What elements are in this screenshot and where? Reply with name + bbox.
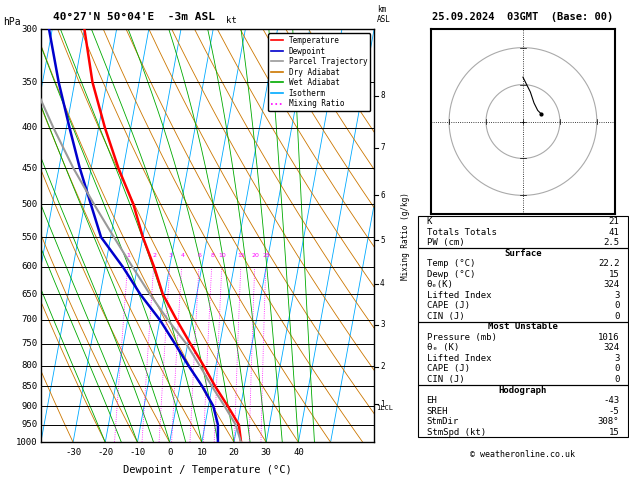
Text: 2.5: 2.5: [603, 238, 620, 247]
Text: 450: 450: [21, 164, 38, 173]
Text: 22.2: 22.2: [598, 259, 620, 268]
Text: CAPE (J): CAPE (J): [426, 301, 469, 310]
Text: Dewpoint / Temperature (°C): Dewpoint / Temperature (°C): [123, 465, 292, 475]
Text: CAPE (J): CAPE (J): [426, 364, 469, 373]
Text: -30: -30: [65, 449, 81, 457]
Text: StmSpd (kt): StmSpd (kt): [426, 428, 486, 436]
Text: 950: 950: [21, 420, 38, 429]
Text: Temp (°C): Temp (°C): [426, 259, 475, 268]
Text: θₑ(K): θₑ(K): [426, 280, 454, 289]
Text: 8: 8: [380, 91, 385, 100]
Text: PW (cm): PW (cm): [426, 238, 464, 247]
Text: 41: 41: [609, 227, 620, 237]
Text: 6: 6: [198, 253, 201, 258]
Text: 6: 6: [380, 191, 385, 200]
Text: Pressure (mb): Pressure (mb): [426, 333, 496, 342]
Text: 30: 30: [261, 449, 272, 457]
Text: 600: 600: [21, 262, 38, 272]
Text: 500: 500: [21, 200, 38, 209]
Text: 3: 3: [169, 253, 172, 258]
Text: Dewp (°C): Dewp (°C): [426, 270, 475, 278]
Text: 20: 20: [251, 253, 259, 258]
Text: 15: 15: [609, 270, 620, 278]
Bar: [418, 385, 628, 437]
Text: 400: 400: [21, 123, 38, 132]
Text: 308°: 308°: [598, 417, 620, 426]
Text: 40°27'N 50°04'E  -3m ASL: 40°27'N 50°04'E -3m ASL: [53, 12, 216, 22]
Text: 800: 800: [21, 361, 38, 370]
Text: 7: 7: [380, 143, 385, 152]
Text: Most Unstable: Most Unstable: [488, 322, 558, 331]
Text: 4: 4: [181, 253, 184, 258]
Text: 300: 300: [21, 25, 38, 34]
Text: 900: 900: [21, 401, 38, 411]
Text: 20: 20: [228, 449, 240, 457]
Text: 1: 1: [380, 399, 385, 409]
Text: 8: 8: [210, 253, 214, 258]
Text: Totals Totals: Totals Totals: [426, 227, 496, 237]
Bar: [418, 248, 628, 322]
Text: 25: 25: [262, 253, 270, 258]
Text: 10: 10: [218, 253, 226, 258]
Text: CIN (J): CIN (J): [426, 375, 464, 384]
Text: 1: 1: [126, 253, 130, 258]
Text: 21: 21: [609, 217, 620, 226]
Text: 3: 3: [614, 291, 620, 300]
Bar: [418, 322, 628, 385]
Text: 550: 550: [21, 233, 38, 242]
Text: 10: 10: [196, 449, 207, 457]
Text: 324: 324: [603, 280, 620, 289]
Text: SREH: SREH: [426, 407, 448, 416]
Text: km
ASL: km ASL: [377, 5, 391, 24]
Text: -5: -5: [609, 407, 620, 416]
Text: 5: 5: [380, 236, 385, 245]
Text: 25.09.2024  03GMT  (Base: 00): 25.09.2024 03GMT (Base: 00): [432, 12, 613, 22]
Text: 324: 324: [603, 344, 620, 352]
Text: -43: -43: [603, 396, 620, 405]
Text: 2: 2: [152, 253, 157, 258]
Text: 1LCL: 1LCL: [376, 405, 392, 411]
Text: StmDir: StmDir: [426, 417, 459, 426]
Bar: [418, 216, 628, 248]
Text: 0: 0: [614, 312, 620, 321]
Text: 0: 0: [614, 301, 620, 310]
Text: 850: 850: [21, 382, 38, 391]
Text: 3: 3: [614, 354, 620, 363]
Text: K: K: [426, 217, 432, 226]
Text: Surface: Surface: [504, 249, 542, 258]
Text: 15: 15: [237, 253, 245, 258]
Text: kt: kt: [226, 17, 237, 25]
Text: Mixing Ratio (g/kg): Mixing Ratio (g/kg): [401, 192, 410, 279]
Text: 0: 0: [167, 449, 172, 457]
Text: 0: 0: [614, 364, 620, 373]
Text: 2: 2: [380, 362, 385, 371]
Text: 4: 4: [380, 279, 385, 288]
Text: 650: 650: [21, 290, 38, 299]
Text: 40: 40: [293, 449, 304, 457]
Text: θₑ (K): θₑ (K): [426, 344, 459, 352]
Text: EH: EH: [426, 396, 437, 405]
Text: 15: 15: [609, 428, 620, 436]
Text: CIN (J): CIN (J): [426, 312, 464, 321]
Text: 1000: 1000: [16, 438, 38, 447]
Text: Lifted Index: Lifted Index: [426, 291, 491, 300]
Text: 350: 350: [21, 78, 38, 87]
Text: 700: 700: [21, 315, 38, 324]
Text: © weatheronline.co.uk: © weatheronline.co.uk: [470, 450, 576, 459]
Text: -20: -20: [97, 449, 113, 457]
Legend: Temperature, Dewpoint, Parcel Trajectory, Dry Adiabat, Wet Adiabat, Isotherm, Mi: Temperature, Dewpoint, Parcel Trajectory…: [268, 33, 370, 111]
Text: 0: 0: [614, 375, 620, 384]
Text: Hodograph: Hodograph: [499, 385, 547, 395]
Text: -10: -10: [130, 449, 145, 457]
Text: hPa: hPa: [3, 17, 21, 27]
Text: 750: 750: [21, 339, 38, 348]
Text: 3: 3: [380, 320, 385, 329]
Text: Lifted Index: Lifted Index: [426, 354, 491, 363]
Text: 1016: 1016: [598, 333, 620, 342]
